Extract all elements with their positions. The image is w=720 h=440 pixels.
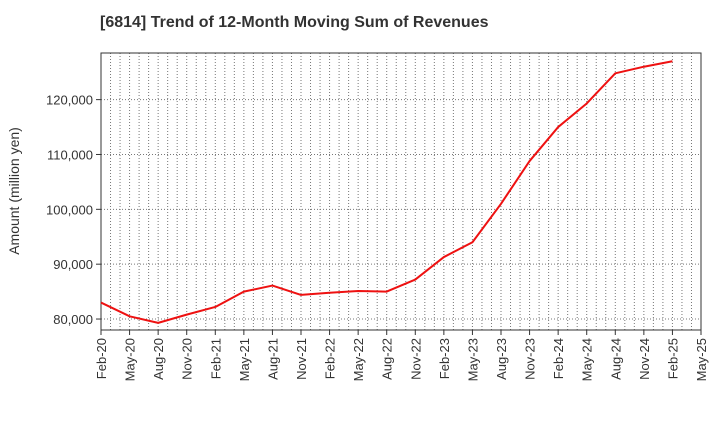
x-tick-label: Feb-24 [551, 338, 566, 379]
plot-border [100, 52, 702, 331]
x-tick-label: May-20 [123, 338, 138, 381]
grid-lines [101, 53, 701, 330]
plot-area [101, 53, 701, 330]
x-tick-label: Nov-20 [180, 338, 195, 380]
x-tick-label: May-23 [465, 338, 480, 381]
x-tick-label: May-22 [351, 338, 366, 381]
x-axis: Feb-20 May-20 Aug-20 Nov-20 Feb-21 May-21 Aug-… [94, 330, 709, 381]
y-axis: 80,000 90,000 100,000 110,000 120,000 [46, 93, 101, 327]
x-tick-label: Nov-21 [294, 338, 309, 380]
x-tick-label: Feb-22 [323, 338, 338, 379]
y-tick-label: 100,000 [46, 202, 93, 217]
x-tick-label: Nov-24 [637, 338, 652, 380]
y-tick-label: 80,000 [53, 312, 93, 327]
chart-title: [6814] Trend of 12-Month Moving Sum of R… [100, 14, 489, 31]
x-tick-label: Aug-21 [265, 338, 280, 380]
y-tick-label: 120,000 [46, 93, 93, 108]
x-tick-label: Aug-24 [608, 338, 623, 380]
y-axis-title: Amount (million yen) [6, 127, 22, 255]
x-tick-label: May-25 [694, 338, 709, 381]
y-tick-label: 110,000 [47, 147, 93, 162]
x-tick-label: Nov-23 [523, 338, 538, 380]
x-tick-label: May-21 [237, 338, 252, 381]
x-tick-label: Nov-22 [408, 338, 423, 380]
y-tick-label: 90,000 [53, 257, 93, 272]
x-tick-label: Aug-20 [151, 338, 166, 380]
x-tick-label: Feb-23 [437, 338, 452, 379]
x-tick-label: Aug-22 [380, 338, 395, 380]
series-layer [100, 60, 673, 324]
x-tick-label: Feb-20 [94, 338, 109, 379]
x-tick-label: Feb-25 [665, 338, 680, 379]
x-tick-label: Feb-21 [208, 338, 223, 379]
x-tick-label: May-24 [580, 338, 595, 381]
x-tick-label: Aug-23 [494, 338, 509, 380]
